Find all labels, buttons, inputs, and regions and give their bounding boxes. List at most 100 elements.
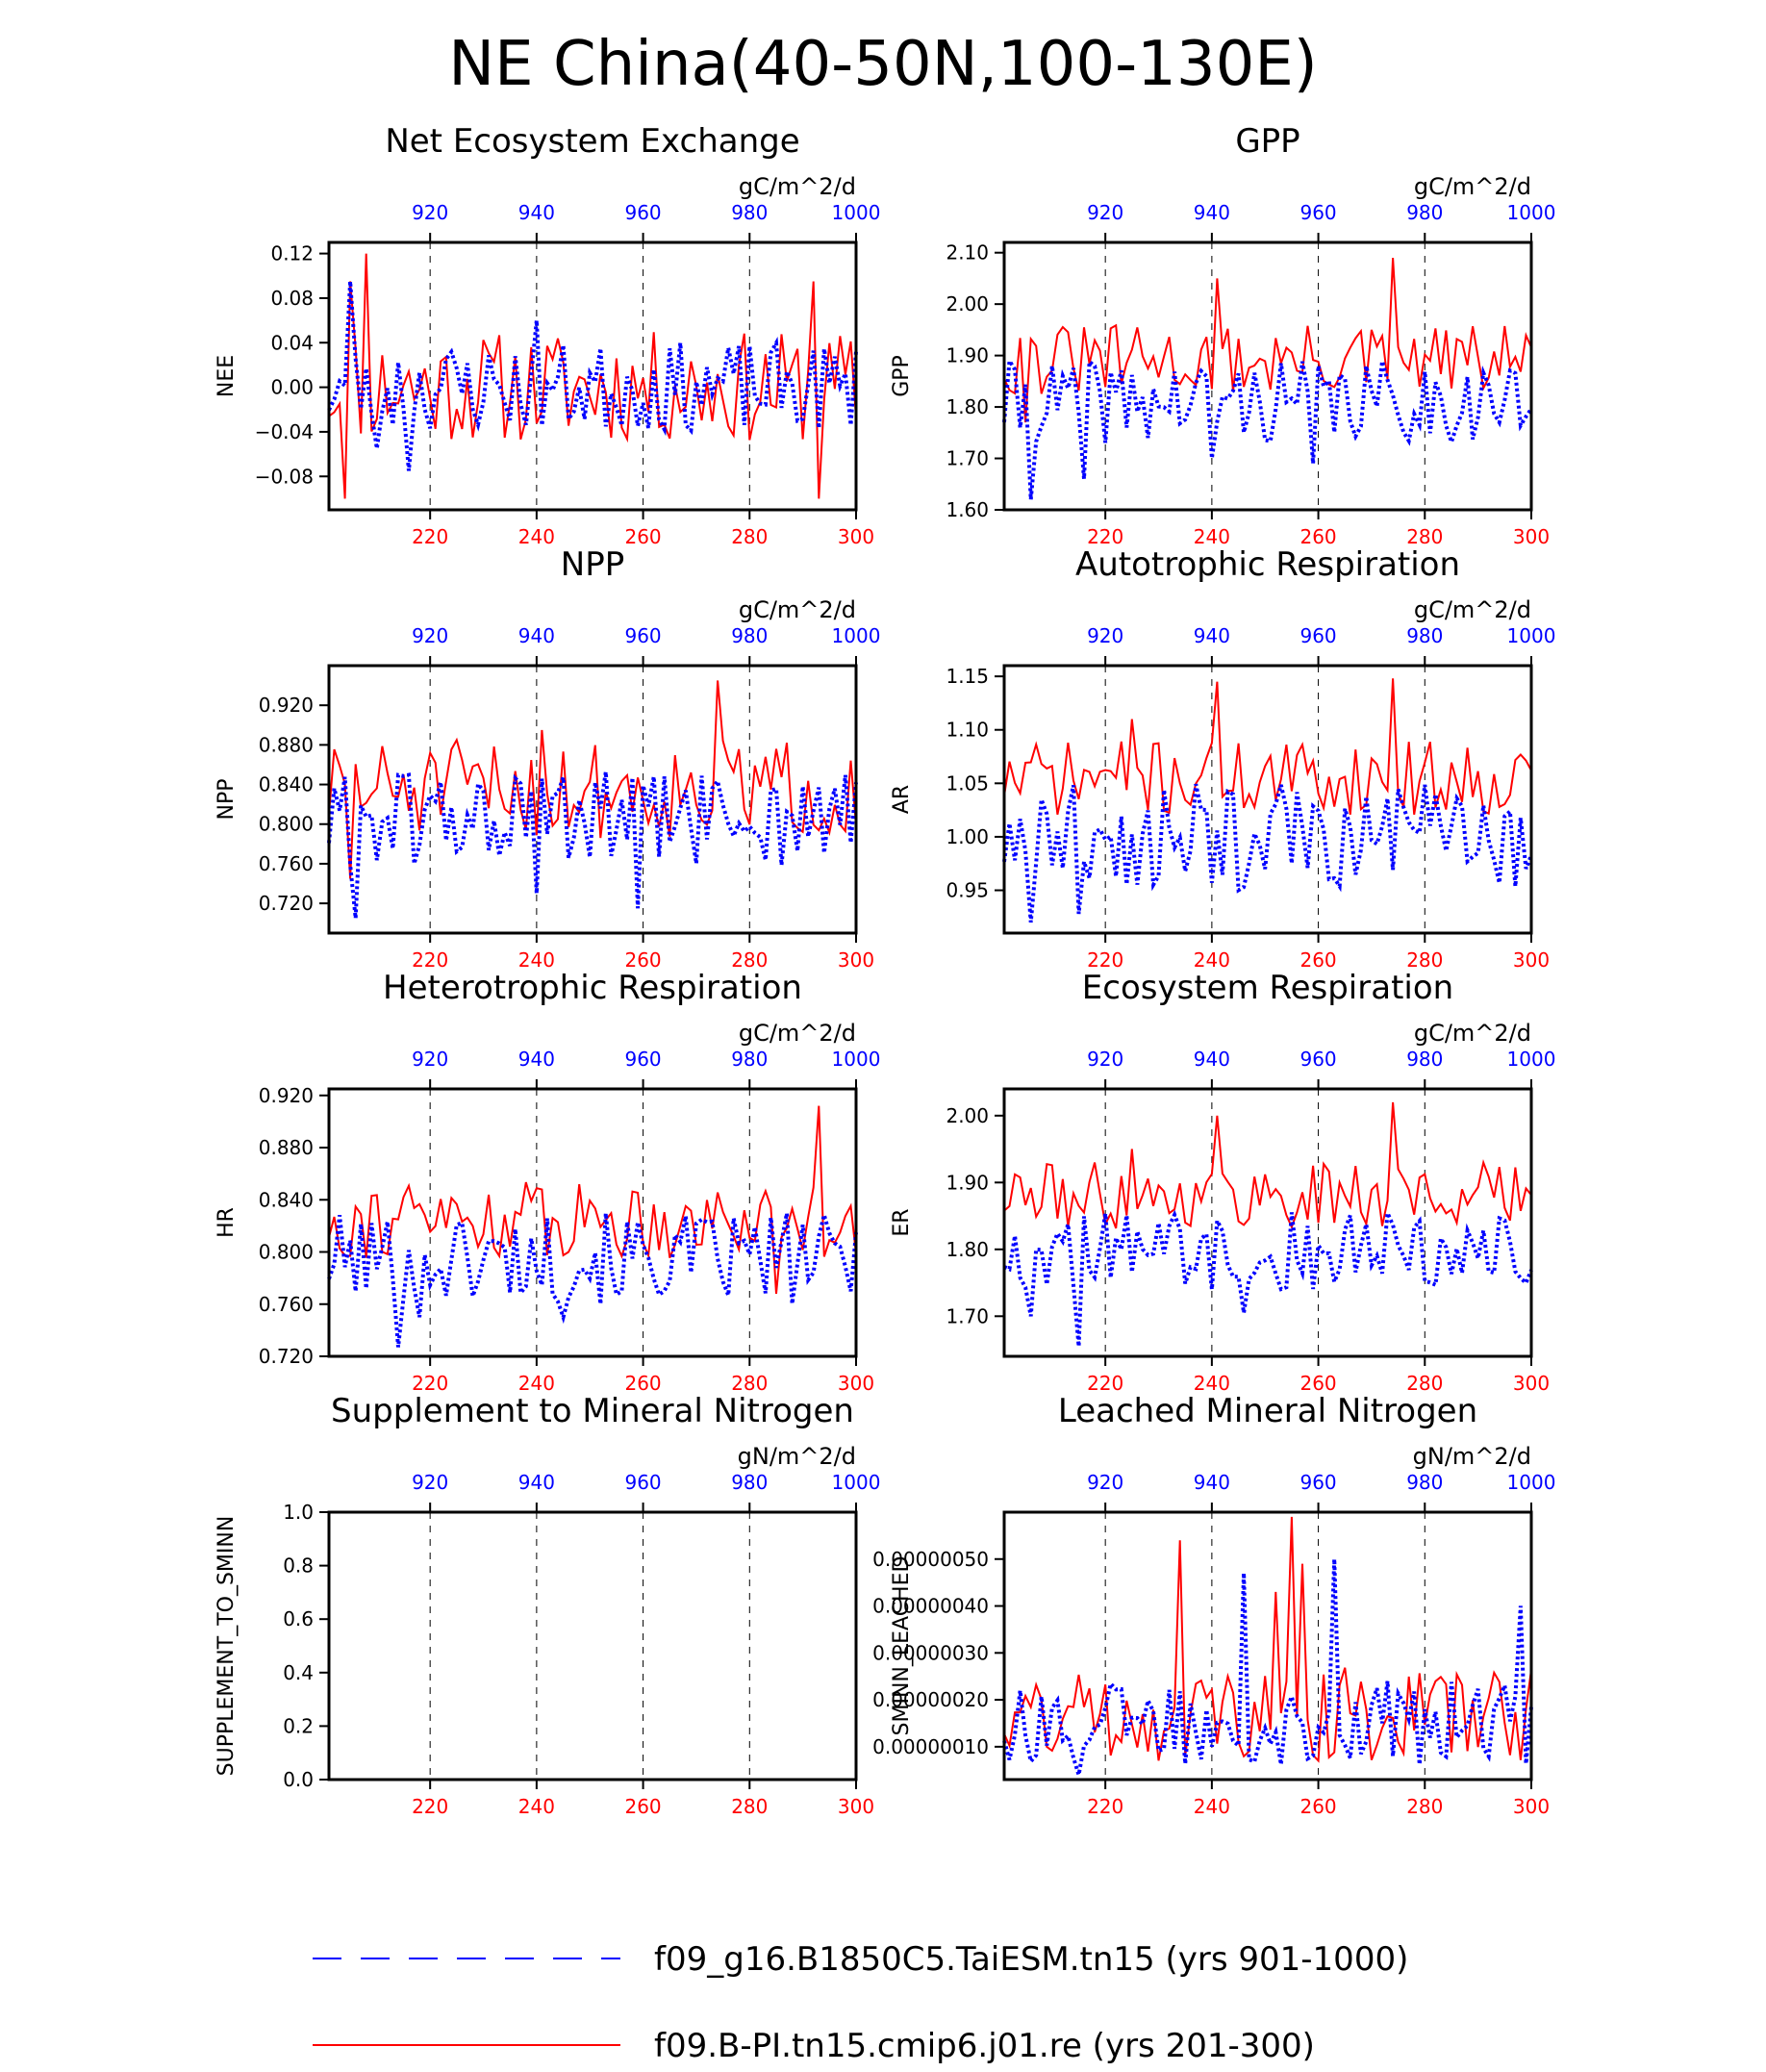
y-tick-label: 2.10 xyxy=(946,241,989,265)
x-top-tick-label: 960 xyxy=(624,624,661,647)
x-top-tick-label: 980 xyxy=(1406,1048,1443,1071)
panel-title: Ecosystem Respiration xyxy=(1082,969,1453,1007)
series-line-red xyxy=(328,1105,857,1294)
units-label: gC/m^2/d xyxy=(1414,596,1531,623)
panel-3: NPP gC/m^2/d 220 240 260 280 300 920 940 960 980 10… xyxy=(214,545,880,972)
y-tick-label: 0.880 xyxy=(259,1136,314,1159)
x-tick-label: 220 xyxy=(412,525,448,548)
series-line-red xyxy=(328,680,857,879)
x-top-tick-label: 1000 xyxy=(832,1471,881,1494)
y-tick-label: 0.800 xyxy=(259,1241,314,1264)
units-label: gC/m^2/d xyxy=(739,1020,856,1047)
x-tick-label: 240 xyxy=(518,948,555,972)
x-top-tick-label: 920 xyxy=(1087,1471,1123,1494)
panel-1: Net Ecosystem Exchange gC/m^2/d 220 240 260 2… xyxy=(214,122,880,548)
y-tick-label: 1.05 xyxy=(946,771,989,795)
series-line-blue xyxy=(1003,1205,1533,1347)
series-line-blue xyxy=(327,281,858,471)
x-tick-label: 220 xyxy=(1087,1795,1123,1818)
y-tick-label: 0.00000020 xyxy=(872,1688,989,1711)
y-tick-label: 0.800 xyxy=(259,813,314,836)
y-tick-label: 0.720 xyxy=(259,892,314,915)
y-axis-label: GPP xyxy=(890,355,914,397)
x-top-tick-label: 940 xyxy=(518,201,555,224)
x-tick-label: 240 xyxy=(518,1795,555,1818)
y-tick-label: 0.00 xyxy=(270,376,314,399)
x-top-tick-label: 980 xyxy=(731,1048,768,1071)
units-label: gC/m^2/d xyxy=(1414,1020,1531,1047)
y-tick-label: 0.760 xyxy=(259,852,314,875)
x-tick-label: 300 xyxy=(838,1795,874,1818)
x-tick-label: 260 xyxy=(1299,1795,1336,1818)
x-tick-label: 260 xyxy=(1299,525,1336,548)
series-line-red xyxy=(1003,257,1532,423)
y-tick-label: 1.00 xyxy=(946,825,989,848)
x-tick-label: 260 xyxy=(624,1372,661,1395)
units-label: gN/m^2/d xyxy=(738,1443,856,1470)
x-top-tick-label: 1000 xyxy=(832,624,881,647)
y-tick-label: 1.80 xyxy=(946,395,989,418)
y-tick-label: 1.15 xyxy=(946,665,989,688)
x-tick-label: 240 xyxy=(1194,525,1230,548)
x-tick-label: 240 xyxy=(518,525,555,548)
x-tick-label: 240 xyxy=(1194,1372,1230,1395)
x-tick-label: 240 xyxy=(1194,948,1230,972)
plot-frame xyxy=(1002,1510,1533,1781)
panel-2: GPP gC/m^2/d 220 240 260 280 300 920 940 960 980 10… xyxy=(890,122,1555,548)
panel-4: Autotrophic Respiration gC/m^2/d 220 240 260… xyxy=(890,545,1555,972)
y-tick-label: 0.0 xyxy=(283,1768,314,1791)
x-top-tick-label: 980 xyxy=(731,201,768,224)
y-axis-label: ER xyxy=(890,1208,914,1236)
y-tick-label: −0.04 xyxy=(255,420,314,443)
x-tick-label: 300 xyxy=(1513,948,1550,972)
y-tick-label: 0.08 xyxy=(270,287,314,310)
plot-frame xyxy=(327,240,858,512)
x-tick-label: 300 xyxy=(838,1372,874,1395)
x-tick-label: 280 xyxy=(731,1372,768,1395)
units-label: gC/m^2/d xyxy=(739,596,856,623)
panel-7: Supplement to Mineral Nitrogen gN/m^2/d 22… xyxy=(214,1392,880,1818)
y-axis-label: NPP xyxy=(214,779,239,821)
x-top-tick-label: 1000 xyxy=(1507,1048,1556,1071)
panel-8: Leached Mineral Nitrogen gN/m^2/d 220 240 26… xyxy=(872,1392,1555,1818)
x-top-tick-label: 1000 xyxy=(832,1048,881,1071)
y-tick-label: 1.90 xyxy=(946,344,989,367)
series-line-red xyxy=(1003,1101,1532,1230)
y-tick-label: 1.70 xyxy=(946,447,989,470)
x-top-tick-label: 980 xyxy=(1406,201,1443,224)
y-axis-label: NEE xyxy=(214,355,239,397)
x-top-tick-label: 1000 xyxy=(1507,1471,1556,1494)
x-top-tick-label: 960 xyxy=(624,1471,661,1494)
series-line-blue xyxy=(1002,783,1533,923)
y-tick-label: 0.6 xyxy=(283,1607,314,1630)
x-tick-label: 240 xyxy=(1194,1795,1230,1818)
x-tick-label: 220 xyxy=(1087,525,1123,548)
x-tick-label: 220 xyxy=(412,1372,448,1395)
x-tick-label: 240 xyxy=(518,1372,555,1395)
y-tick-label: 0.95 xyxy=(946,879,989,902)
x-top-tick-label: 920 xyxy=(412,1471,448,1494)
x-top-tick-label: 960 xyxy=(1299,201,1336,224)
series-line-blue xyxy=(1002,355,1533,500)
x-tick-label: 220 xyxy=(412,948,448,972)
x-tick-label: 300 xyxy=(838,525,874,548)
y-tick-label: 0.880 xyxy=(259,733,314,756)
y-tick-label: 0.00000010 xyxy=(872,1735,989,1758)
plot-frame xyxy=(1002,1087,1533,1358)
plot-frame xyxy=(1002,240,1533,512)
series-line-red xyxy=(1003,678,1532,816)
x-tick-label: 280 xyxy=(1406,525,1443,548)
x-top-tick-label: 1000 xyxy=(832,201,881,224)
figure-title: NE China(40-50N,100-130E) xyxy=(448,29,1317,100)
x-tick-label: 280 xyxy=(1406,1372,1443,1395)
y-axis-label: SMINN_LEACHED xyxy=(890,1556,914,1736)
x-top-tick-label: 980 xyxy=(1406,1471,1443,1494)
y-tick-label: 0.840 xyxy=(259,1188,314,1211)
panel-5: Heterotrophic Respiration gC/m^2/d 220 240 2… xyxy=(214,969,880,1395)
y-tick-label: 0.8 xyxy=(283,1554,314,1578)
x-top-tick-label: 920 xyxy=(1087,624,1123,647)
units-label: gN/m^2/d xyxy=(1413,1443,1531,1470)
series-line-blue xyxy=(1002,1558,1533,1776)
y-tick-label: 1.90 xyxy=(946,1171,989,1194)
x-top-tick-label: 940 xyxy=(518,1048,555,1071)
